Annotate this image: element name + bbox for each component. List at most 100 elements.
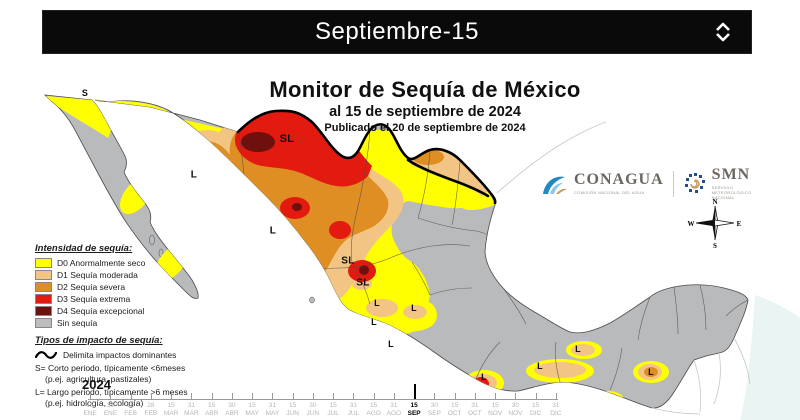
tick-mark (171, 393, 173, 399)
tick-mark (333, 393, 335, 399)
tick-month: FEB (124, 410, 137, 417)
tick-day: 30 (511, 402, 519, 409)
tick-month: MAY (245, 410, 259, 417)
map-impact-label: L (575, 344, 581, 354)
tick-mark (130, 393, 132, 399)
timeline-tick-30-jun[interactable]: 30 JUN (303, 377, 323, 420)
timeline-tick-31-ago[interactable]: 31 AGO (384, 377, 404, 420)
map-impact-label: L (190, 169, 198, 181)
smn-subtext: SERVICIO METEOROLÓGICO NACIONAL (711, 185, 752, 200)
tick-mark (474, 393, 476, 399)
tick-mark (353, 393, 355, 399)
tick-month: NOV (488, 410, 503, 417)
map-impact-label: L (411, 303, 417, 313)
timeline-tick-15-oct[interactable]: 15 OCT (445, 377, 465, 420)
legend: Intensidad de sequía: D0 Anormalmente se… (35, 243, 213, 408)
tick-mark (252, 393, 254, 399)
timeline-tick-31-oct[interactable]: 31 OCT (465, 377, 485, 420)
tick-mark (515, 393, 517, 399)
tick-day: 15 (248, 402, 256, 409)
tick-day: 15 (208, 402, 216, 409)
timeline-tick-15-dic[interactable]: 15 DIC (526, 377, 546, 420)
map-impact-label: L (269, 225, 277, 237)
map-title: Monitor de Sequía de México (269, 77, 581, 102)
timeline-tick-15-ene[interactable]: 15 ENE (80, 377, 100, 420)
tick-day: 15 (329, 402, 337, 409)
tick-month: ABR (225, 410, 239, 417)
tick-mark (211, 393, 213, 399)
unfold-more-icon[interactable] (713, 21, 733, 43)
selected-date-label: Septiembre-15 (315, 18, 479, 45)
tick-month: OCT (447, 410, 462, 417)
map-title-block: Monitor de Sequía de México al 15 de sep… (205, 77, 645, 134)
tick-mark (393, 393, 395, 399)
impact-short-example: (p.ej. agricultura, pastizales) (45, 374, 152, 384)
date-timeline[interactable]: 2024 15 ENE 31 ENE 15 FEB 28 FEB 15 MAR 31 MAR 15 ABR… (80, 377, 566, 420)
conagua-logo: CONAGUA COMISIÓN NACIONAL DEL AGUA (541, 172, 664, 196)
tick-day: 15 (532, 402, 540, 409)
date-selector[interactable]: Septiembre-15 (42, 10, 752, 54)
impact-boundary-label: Delimita impactos dominantes (63, 350, 177, 360)
impact-short-label: S= Corto periodo, típicamente <6meses (35, 363, 186, 373)
tick-month: OCT (468, 410, 482, 417)
legend-item: D2 Sequía severa (35, 282, 213, 292)
map-impact-label: L (537, 361, 543, 371)
tick-month: MAR (184, 410, 199, 417)
timeline-tick-31-ene[interactable]: 31 ENE (100, 377, 120, 420)
legend-impact-title: Tipos de impacto de sequía: (35, 335, 163, 346)
tick-mark (555, 393, 557, 399)
tick-day: 15 (451, 402, 459, 409)
tick-day: 15 (127, 402, 135, 409)
map-impact-label: L (648, 367, 654, 377)
timeline-tick-31-may[interactable]: 31 MAY (262, 377, 282, 420)
legend-label: D2 Sequía severa (57, 282, 126, 292)
timeline-tick-31-dic[interactable]: 31 DIC (546, 377, 566, 420)
timeline-tick-15-mar[interactable]: 15 MAR (161, 377, 181, 420)
tick-day: 30 (430, 402, 438, 409)
tick-month: SEP (427, 410, 441, 417)
legend-swatch (35, 318, 52, 328)
tick-month: JUL (327, 410, 339, 417)
timeline-tick-15-jul[interactable]: 15 JUL (323, 377, 343, 420)
timeline-tick-30-abr[interactable]: 30 ABR (222, 377, 242, 420)
compass-e: E (737, 220, 742, 228)
map-impact-label: L (374, 298, 380, 308)
caribbean-sea-tint (740, 295, 800, 420)
conagua-wave-icon (543, 176, 567, 194)
tick-day: 15 (410, 402, 418, 409)
tick-day: 31 (187, 402, 195, 409)
tick-mark (535, 393, 537, 399)
tick-month: FEB (144, 410, 158, 417)
timeline-tick-31-mar[interactable]: 31 MAR (181, 377, 201, 420)
tick-month: ABR (204, 410, 219, 417)
tick-mark (414, 384, 417, 399)
compass-n: N (712, 198, 717, 206)
map-subtitle: al 15 de septiembre de 2024 (329, 103, 521, 120)
timeline-tick-31-jul[interactable]: 31 JUL (343, 377, 363, 420)
timeline-tick-15-may[interactable]: 15 MAY (242, 377, 262, 420)
smn-spiral-icon (684, 172, 705, 193)
tick-month: JUL (347, 410, 360, 417)
timeline-tick-30-nov[interactable]: 30 NOV (505, 377, 525, 420)
conagua-name: CONAGUA (574, 171, 664, 188)
timeline-tick-15-nov[interactable]: 15 NOV (485, 377, 505, 420)
tick-mark (312, 393, 314, 399)
tick-day: 28 (147, 402, 155, 409)
tick-day: 31 (268, 402, 276, 409)
tick-mark (373, 393, 375, 399)
tick-month: SEP (407, 410, 421, 417)
timeline-tick-15-abr[interactable]: 15 ABR (202, 377, 222, 420)
timeline-tick-15-sep[interactable]: 15 SEP (404, 377, 424, 420)
timeline-tick-15-feb[interactable]: 15 FEB (121, 377, 141, 420)
impact-boundary-row: Delimita impactos dominantes (35, 350, 213, 360)
timeline-tick-28-feb[interactable]: 28 FEB (141, 377, 161, 420)
legend-item: D0 Anormalmente seco (35, 258, 213, 268)
timeline-tick-30-sep[interactable]: 30 SEP (424, 377, 444, 420)
impact-boundary-icon (35, 351, 57, 359)
timeline-tick-15-jun[interactable]: 15 JUN (283, 377, 303, 420)
tick-day: 15 (370, 402, 378, 409)
impact-boundary-line (236, 109, 497, 205)
timeline-tick-15-ago[interactable]: 15 AGO (364, 377, 384, 420)
tick-month: ENE (83, 410, 97, 417)
legend-swatch (35, 306, 52, 316)
